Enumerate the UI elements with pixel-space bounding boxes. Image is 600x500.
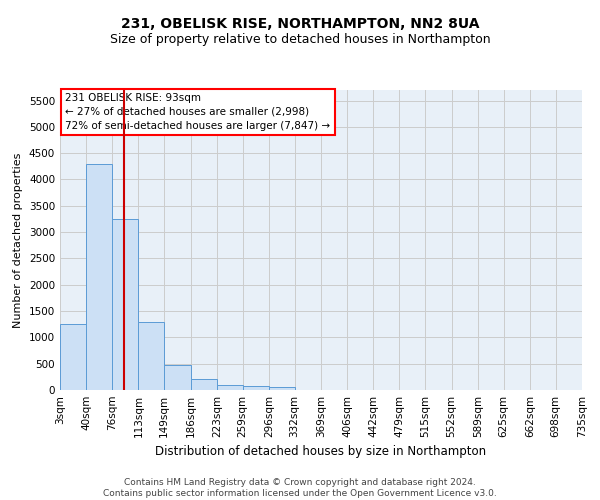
Y-axis label: Number of detached properties: Number of detached properties — [13, 152, 23, 328]
Text: 231, OBELISK RISE, NORTHAMPTON, NN2 8UA: 231, OBELISK RISE, NORTHAMPTON, NN2 8UA — [121, 18, 479, 32]
X-axis label: Distribution of detached houses by size in Northampton: Distribution of detached houses by size … — [155, 446, 487, 458]
Bar — [164, 364, 191, 390]
Bar — [112, 219, 139, 390]
Text: Size of property relative to detached houses in Northampton: Size of property relative to detached ho… — [110, 32, 490, 46]
Bar — [60, 324, 86, 390]
Bar — [269, 387, 295, 390]
Bar — [139, 322, 164, 390]
Bar — [191, 380, 217, 390]
Bar — [86, 164, 112, 390]
Bar — [242, 386, 269, 390]
Bar — [217, 384, 242, 390]
Text: 231 OBELISK RISE: 93sqm
← 27% of detached houses are smaller (2,998)
72% of semi: 231 OBELISK RISE: 93sqm ← 27% of detache… — [65, 93, 331, 131]
Text: Contains HM Land Registry data © Crown copyright and database right 2024.
Contai: Contains HM Land Registry data © Crown c… — [103, 478, 497, 498]
